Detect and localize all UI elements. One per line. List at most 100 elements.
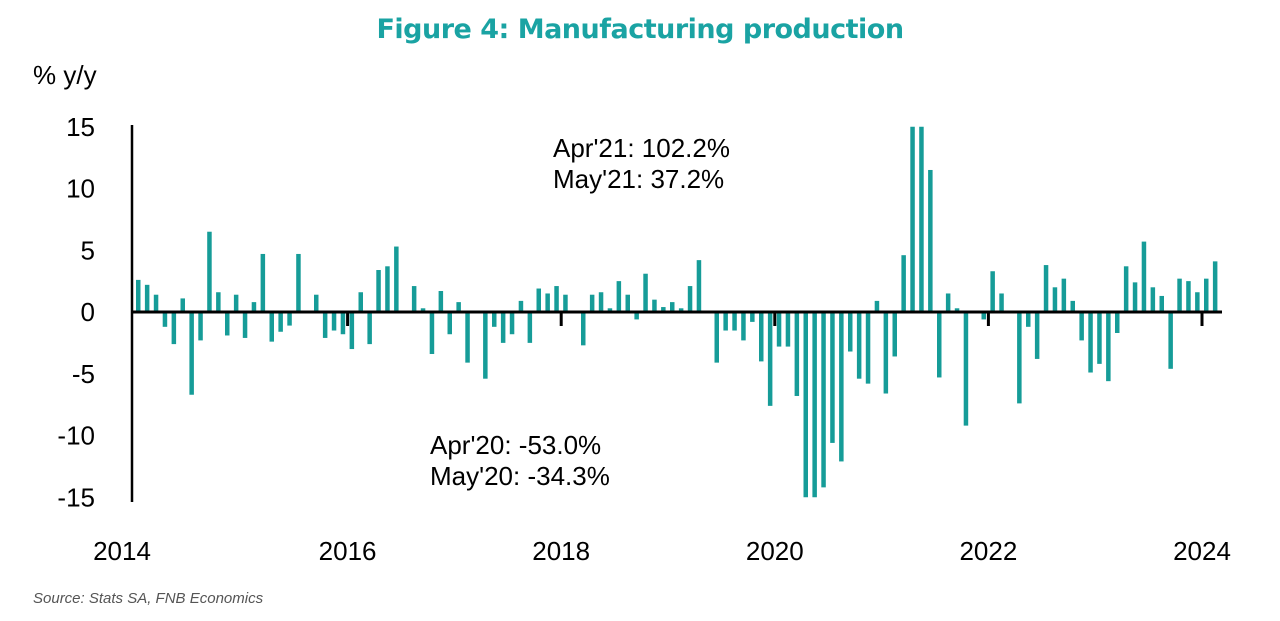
bar	[919, 126, 924, 312]
x-tick-label: 2022	[959, 536, 1017, 566]
bar	[1159, 295, 1164, 312]
bar	[999, 293, 1004, 312]
bar	[171, 312, 177, 345]
bar	[892, 312, 897, 357]
bar	[322, 312, 328, 338]
x-tick-label: 2016	[319, 536, 377, 566]
annotation-apr20: Apr'20: -53.0%	[430, 430, 602, 460]
bar	[865, 312, 871, 384]
bar	[233, 294, 239, 312]
bar	[732, 312, 737, 331]
bar	[1026, 312, 1031, 327]
bar	[741, 312, 746, 341]
bar	[509, 312, 515, 335]
bar	[545, 293, 550, 312]
bar	[260, 253, 266, 312]
bar	[634, 312, 639, 320]
bar	[830, 312, 835, 443]
bar	[554, 286, 559, 312]
bar	[340, 312, 346, 335]
bar	[492, 312, 497, 327]
bar	[990, 271, 995, 312]
bar	[954, 308, 960, 312]
bar	[358, 292, 363, 312]
bar	[616, 281, 622, 312]
bar	[1141, 241, 1147, 312]
bar	[937, 312, 942, 378]
bar	[910, 126, 915, 312]
bar	[776, 312, 782, 347]
y-tick-label: 5	[81, 235, 95, 265]
bar	[438, 291, 444, 312]
bar	[456, 302, 461, 312]
bar	[465, 312, 470, 363]
bar	[750, 312, 755, 322]
bar	[785, 312, 791, 347]
bar	[1195, 292, 1200, 312]
bar	[945, 293, 951, 312]
bar	[696, 260, 702, 312]
bar	[1204, 278, 1209, 312]
bar	[1150, 287, 1156, 312]
bar	[1123, 266, 1129, 312]
bar	[287, 312, 292, 326]
bar	[180, 298, 185, 312]
bar	[216, 292, 221, 312]
bar	[1177, 278, 1182, 312]
bar	[963, 312, 969, 426]
bar	[928, 169, 933, 312]
bar	[803, 312, 808, 498]
bar	[242, 312, 248, 338]
bar	[678, 308, 684, 312]
bar	[714, 312, 719, 363]
bar	[581, 312, 586, 346]
bar	[589, 294, 595, 312]
source-note: Source: Stats SA, FNB Economics	[33, 590, 264, 607]
y-tick-label: 10	[66, 174, 95, 204]
annotation-may21: May'21: 37.2%	[553, 164, 725, 194]
bar	[1115, 312, 1120, 333]
bar	[278, 312, 283, 332]
y-tick-label: -5	[72, 359, 95, 389]
annotation-may20: May'20: -34.3%	[430, 461, 610, 491]
bar	[394, 246, 399, 312]
bar	[385, 266, 390, 312]
bar	[1097, 312, 1102, 364]
bar	[1052, 287, 1058, 312]
bar	[1070, 300, 1075, 312]
bar	[794, 312, 800, 396]
bar	[1106, 312, 1111, 382]
bar	[314, 294, 319, 312]
bar	[376, 270, 381, 312]
bar	[500, 312, 506, 343]
y-tick-label: -10	[57, 421, 95, 451]
y-tick-label: 15	[66, 112, 95, 142]
bar	[251, 302, 257, 312]
bar	[767, 312, 773, 406]
bar	[839, 312, 844, 462]
x-tick-label: 2014	[93, 536, 151, 566]
bar	[1132, 282, 1138, 312]
bar	[598, 292, 604, 312]
bar	[901, 255, 906, 312]
bar	[189, 312, 194, 395]
bar	[607, 308, 613, 312]
bar	[981, 312, 986, 320]
bar	[144, 284, 150, 312]
bar	[1186, 281, 1191, 312]
bar	[1212, 261, 1218, 312]
annotation-2021: Apr'21: 102.2% May'21: 37.2%	[553, 133, 730, 195]
bar	[162, 312, 168, 327]
annotation-apr21: Apr'21: 102.2%	[553, 133, 730, 163]
bar	[527, 312, 533, 343]
bar	[643, 273, 648, 312]
bar	[723, 312, 728, 331]
bar	[1079, 312, 1084, 341]
bar	[349, 312, 355, 350]
bar	[670, 302, 675, 312]
bar	[661, 307, 666, 312]
y-axis-label: % y/y	[33, 60, 97, 90]
bar	[821, 312, 826, 488]
x-tick-label: 2024	[1173, 536, 1231, 566]
bar	[874, 300, 880, 312]
